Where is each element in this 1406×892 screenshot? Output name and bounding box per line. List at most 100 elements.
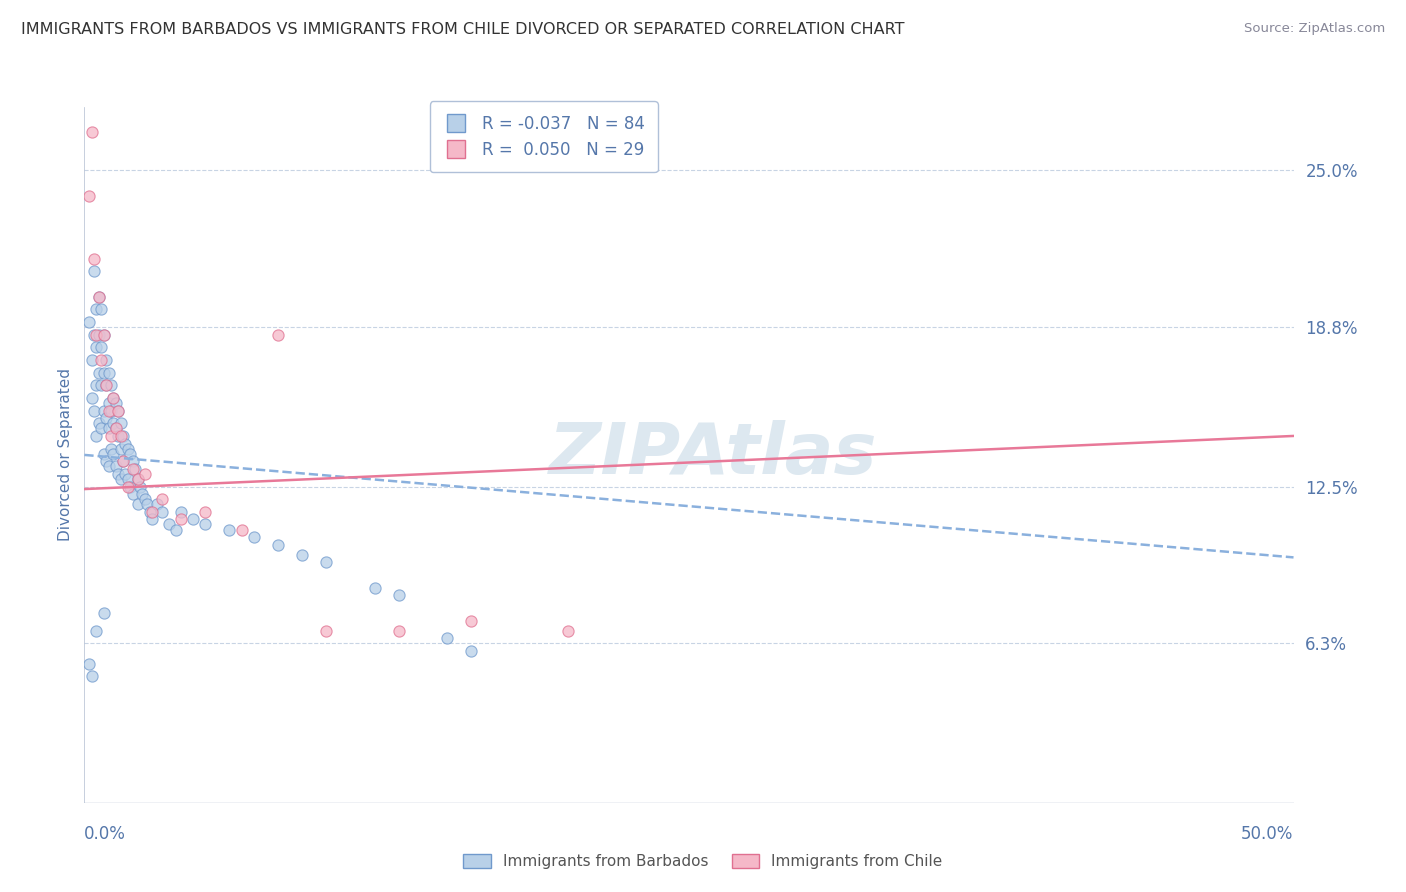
Point	[100, 403, 122, 417]
Text: 0.0%: 0.0%	[84, 825, 127, 843]
Point	[315, 624, 337, 638]
Point	[242, 530, 264, 544]
Point	[94, 378, 117, 392]
Point	[86, 340, 108, 354]
Point	[87, 290, 110, 304]
Point	[107, 403, 129, 417]
Point	[150, 505, 173, 519]
Point	[107, 429, 129, 443]
Point	[103, 447, 125, 461]
Point	[460, 614, 482, 628]
Point	[104, 459, 127, 474]
Point	[90, 302, 112, 317]
Point	[107, 467, 129, 481]
Point	[138, 505, 160, 519]
Point	[87, 327, 110, 342]
Point	[77, 315, 100, 329]
Point	[121, 462, 143, 476]
Legend: Immigrants from Barbados, Immigrants from Chile: Immigrants from Barbados, Immigrants fro…	[457, 848, 949, 875]
Point	[267, 538, 290, 552]
Point	[363, 581, 385, 595]
Point	[103, 391, 125, 405]
Point	[112, 454, 135, 468]
Point	[141, 505, 163, 519]
Point	[104, 396, 127, 410]
Point	[120, 447, 142, 461]
Point	[94, 411, 117, 425]
Point	[112, 454, 135, 468]
Point	[93, 606, 115, 620]
Point	[134, 467, 156, 481]
Point	[436, 632, 458, 646]
Point	[93, 327, 115, 342]
Point	[157, 517, 180, 532]
Point	[181, 512, 204, 526]
Point	[87, 417, 110, 431]
Point	[93, 403, 115, 417]
Text: Source: ZipAtlas.com: Source: ZipAtlas.com	[1244, 22, 1385, 36]
Point	[170, 505, 193, 519]
Point	[93, 327, 115, 342]
Point	[94, 353, 117, 368]
Point	[90, 353, 112, 368]
Point	[127, 472, 149, 486]
Point	[114, 467, 136, 481]
Point	[86, 378, 108, 392]
Point	[97, 421, 120, 435]
Text: 50.0%: 50.0%	[1241, 825, 1294, 843]
Point	[93, 366, 115, 380]
Point	[557, 624, 579, 638]
Point	[267, 327, 290, 342]
Point	[194, 505, 217, 519]
Point	[100, 442, 122, 456]
Point	[103, 417, 125, 431]
Point	[107, 403, 129, 417]
Point	[100, 429, 122, 443]
Point	[100, 378, 122, 392]
Legend: R = -0.037   N = 84, R =  0.050   N = 29: R = -0.037 N = 84, R = 0.050 N = 29	[430, 102, 658, 172]
Point	[117, 442, 139, 456]
Point	[146, 497, 169, 511]
Point	[112, 429, 135, 443]
Point	[134, 492, 156, 507]
Point	[90, 340, 112, 354]
Point	[388, 588, 411, 602]
Point	[77, 188, 100, 202]
Text: IMMIGRANTS FROM BARBADOS VS IMMIGRANTS FROM CHILE DIVORCED OR SEPARATED CORRELAT: IMMIGRANTS FROM BARBADOS VS IMMIGRANTS F…	[21, 22, 904, 37]
Point	[94, 378, 117, 392]
Point	[77, 657, 100, 671]
Point	[124, 462, 146, 476]
Point	[80, 353, 103, 368]
Point	[83, 327, 105, 342]
Point	[141, 512, 163, 526]
Point	[129, 479, 152, 493]
Point	[86, 429, 108, 443]
Point	[110, 417, 132, 431]
Point	[86, 327, 108, 342]
Point	[136, 497, 159, 511]
Y-axis label: Divorced or Separated: Divorced or Separated	[58, 368, 73, 541]
Point	[110, 472, 132, 486]
Point	[110, 429, 132, 443]
Point	[165, 523, 187, 537]
Point	[150, 492, 173, 507]
Point	[80, 125, 103, 139]
Point	[87, 290, 110, 304]
Point	[388, 624, 411, 638]
Point	[94, 454, 117, 468]
Point	[315, 556, 337, 570]
Point	[231, 523, 253, 537]
Point	[90, 421, 112, 435]
Point	[114, 436, 136, 450]
Point	[90, 378, 112, 392]
Point	[291, 548, 314, 562]
Point	[121, 454, 143, 468]
Point	[83, 403, 105, 417]
Point	[117, 472, 139, 486]
Point	[127, 497, 149, 511]
Point	[170, 512, 193, 526]
Point	[83, 252, 105, 266]
Text: ZIPAtlas: ZIPAtlas	[548, 420, 877, 490]
Point	[97, 403, 120, 417]
Point	[86, 302, 108, 317]
